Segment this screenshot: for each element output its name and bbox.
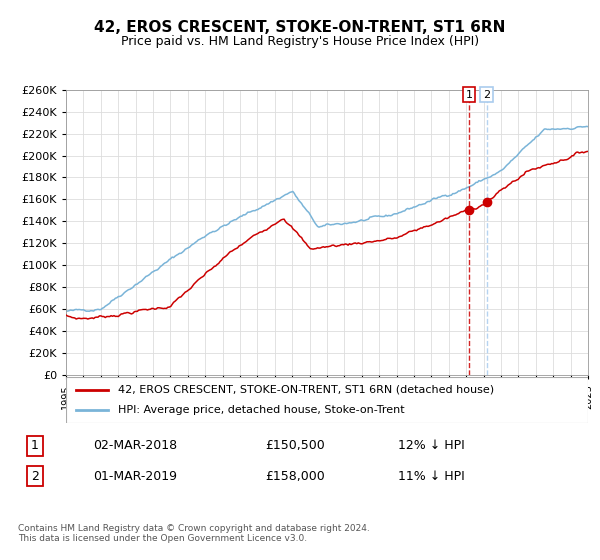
Text: 42, EROS CRESCENT, STOKE-ON-TRENT, ST1 6RN: 42, EROS CRESCENT, STOKE-ON-TRENT, ST1 6… bbox=[94, 20, 506, 35]
Text: 11% ↓ HPI: 11% ↓ HPI bbox=[398, 470, 464, 483]
Text: 12% ↓ HPI: 12% ↓ HPI bbox=[398, 439, 464, 452]
Text: 2: 2 bbox=[31, 470, 39, 483]
Text: 2: 2 bbox=[483, 90, 490, 100]
Text: Contains HM Land Registry data © Crown copyright and database right 2024.
This d: Contains HM Land Registry data © Crown c… bbox=[18, 524, 370, 543]
Text: £150,500: £150,500 bbox=[265, 439, 325, 452]
Text: 1: 1 bbox=[31, 439, 39, 452]
Text: 01-MAR-2019: 01-MAR-2019 bbox=[92, 470, 176, 483]
Text: 42, EROS CRESCENT, STOKE-ON-TRENT, ST1 6RN (detached house): 42, EROS CRESCENT, STOKE-ON-TRENT, ST1 6… bbox=[118, 385, 494, 395]
FancyBboxPatch shape bbox=[66, 377, 588, 423]
Text: Price paid vs. HM Land Registry's House Price Index (HPI): Price paid vs. HM Land Registry's House … bbox=[121, 35, 479, 48]
Text: 02-MAR-2018: 02-MAR-2018 bbox=[92, 439, 177, 452]
Text: 1: 1 bbox=[466, 90, 473, 100]
Text: HPI: Average price, detached house, Stoke-on-Trent: HPI: Average price, detached house, Stok… bbox=[118, 405, 405, 415]
Text: £158,000: £158,000 bbox=[265, 470, 325, 483]
